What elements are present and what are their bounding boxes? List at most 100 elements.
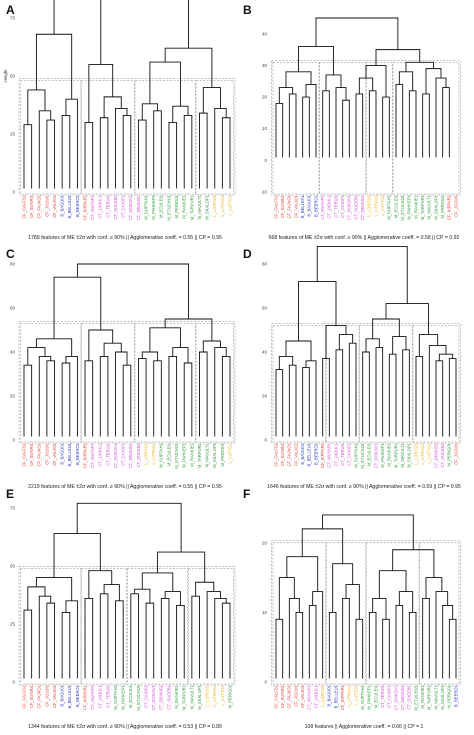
dendrogram-branch (153, 360, 162, 437)
y-tick-label: -10 (260, 190, 267, 195)
cluster-box (326, 542, 366, 685)
leaf-label: CF_SUNRI1 (29, 442, 34, 466)
leaf-label: CT_DOKOV1 (393, 684, 398, 710)
dendrogram-branch (221, 117, 231, 189)
dendrogram-branch (61, 114, 71, 189)
leaf-label: CT_DEMUS1 (136, 194, 141, 220)
leaf-label: L_LITRAA1 (220, 194, 225, 216)
leaf-label: M_MAVULT1 (197, 194, 202, 219)
leaf-label: B_BEERO1 (453, 684, 458, 707)
dendrogram-branch (302, 96, 310, 158)
leaf-label: M_ETUCHU1 (166, 194, 171, 220)
leaf-label: CF_KIPPAR1 (340, 684, 345, 710)
y-tick-label: 20 (262, 540, 268, 545)
leaf-label: M_PAHKEP1 (182, 442, 187, 467)
y-tick-label: 0 (12, 438, 15, 443)
panel-caption: 2219 features of ME ±2σ with conf. ≥ 90%… (28, 484, 222, 490)
leaf-label: M_PAHKEP1 (151, 194, 156, 219)
dendrogram-branch (342, 99, 350, 158)
cluster-outer-box (18, 78, 236, 196)
leaf-label: CT_TERUI1 (105, 684, 110, 707)
dendrogram-branch (408, 90, 417, 158)
dendrogram-branch (422, 598, 430, 679)
dendrogram-branch (355, 618, 364, 679)
panel-caption: 1646 features of ME ±2σ with conf. ≥ 90%… (267, 484, 461, 490)
cluster-box (195, 323, 234, 443)
leaf-label: CT_DOKOV1 (113, 442, 118, 468)
dendrogram-branch (122, 114, 132, 189)
leaf-label: CF_FAJKO1 (37, 442, 42, 466)
dendrogram-branch (312, 591, 324, 679)
dendrogram-branch (35, 33, 73, 100)
y-tick-label: 10 (262, 610, 268, 615)
dendrogram-branch (345, 584, 360, 620)
y-tick-label: 30 (262, 63, 268, 68)
leaf-label: CF_VALK01 (293, 194, 298, 218)
leaf-label: M_RANKIE1 (189, 442, 194, 466)
dendrogram-branch (388, 353, 397, 437)
leaf-label: B_BEERO1 (75, 684, 80, 707)
leaf-label: L_LOROU1 (320, 684, 325, 707)
dendrogram-branch (172, 347, 189, 363)
dendrogram-branch (335, 87, 347, 158)
dendrogram-branch (338, 333, 354, 350)
leaf-label: M_PERIG01 (174, 194, 179, 218)
leaf-label: CT_JADUL1 (333, 442, 338, 466)
dendrogram-branch (164, 47, 213, 88)
leaf-label: B_BEERO1 (313, 194, 318, 217)
leaf-label: CT_TERUI1 (333, 194, 338, 217)
leaf-label: M_SKALOP1 (212, 442, 217, 468)
dendrogram-branch (84, 121, 94, 189)
dendrogram-branch (362, 351, 370, 437)
panel-letter: D (243, 247, 252, 261)
dendrogram-branch (368, 90, 377, 158)
dendrogram-branch (214, 108, 227, 189)
leaf-label: M_PAHKEP1 (121, 684, 126, 709)
leaf-label: CF_KIPPAR1 (82, 194, 87, 220)
cluster-box (20, 323, 82, 443)
leaf-label: CF_JOJUI1 (293, 684, 298, 707)
dendrogram-branch (38, 355, 52, 437)
dendrogram-branch (305, 360, 317, 437)
leaf-label: L_LOROU1 (143, 442, 148, 465)
cluster-box (134, 323, 196, 443)
leaf-label: L_LOROU1 (212, 194, 217, 217)
cluster-box (188, 568, 234, 685)
leaf-label: CF_VALK01 (52, 442, 57, 466)
dendrogram-branch (27, 89, 46, 125)
dendrogram-branch (188, 0, 189, 49)
leaf-label: M_RANKIE1 (182, 194, 187, 218)
dendrogram-branch (322, 90, 330, 158)
dendrogram-branch (442, 87, 450, 158)
leaf-label: B_BAGU01 (307, 194, 312, 216)
dendrogram-branch (348, 342, 357, 437)
leaf-label: M_PERIG01 (227, 684, 232, 708)
leaf-label: CT_SUCEB1 (407, 684, 412, 709)
dendrogram-branch (298, 281, 337, 341)
y-tick-label: 25 (10, 132, 16, 137)
panel-caption: 668 features of ME ±2σ with conf. ≥ 90% … (269, 235, 460, 241)
dendrogram-branch (202, 87, 221, 114)
dendrogram-branch (275, 369, 284, 437)
leaf-label: M_SUPTAH1 (360, 684, 365, 709)
dendrogram-branch (275, 102, 284, 158)
leaf-label: M_TARPUR1 (182, 684, 187, 710)
leaf-label: CT_SUCEB1 (166, 684, 171, 709)
leaf-label: M_ECULEI1 (393, 194, 398, 218)
dendrogram-branch (355, 93, 364, 158)
dendrogram-branch (134, 588, 151, 604)
leaf-label: CF_SUNRI1 (280, 194, 285, 218)
dendrogram-branch (435, 360, 444, 437)
leaf-label: CF_VALK01 (52, 684, 57, 708)
y-tick-label: 75 (10, 506, 16, 511)
y-tick-label: 0 (12, 190, 15, 195)
leaf-label: CT_JADUL1 (98, 194, 103, 218)
dendrogram-branch (76, 263, 189, 319)
leaf-label: CT_CAIOF1 (121, 194, 126, 218)
dendrogram-branch (278, 355, 294, 370)
leaf-label: L_LOROU1 (367, 194, 372, 217)
leaf-label: CT_MUYAP1 (90, 194, 95, 219)
y-tick-label: 60 (10, 306, 16, 311)
leaf-label: CF_JOJUI1 (44, 442, 49, 465)
leaf-label: CT_DOKOV1 (373, 442, 378, 468)
